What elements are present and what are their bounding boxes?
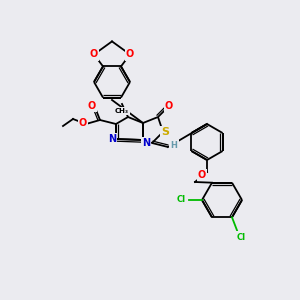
- Text: O: O: [79, 118, 87, 128]
- Text: S: S: [161, 127, 169, 137]
- Text: O: O: [126, 50, 134, 59]
- Text: Cl: Cl: [236, 233, 246, 242]
- Text: CH₃: CH₃: [115, 108, 129, 114]
- Text: Cl: Cl: [176, 196, 186, 205]
- Text: N: N: [108, 134, 116, 144]
- Text: N: N: [142, 138, 150, 148]
- Text: O: O: [90, 50, 98, 59]
- Text: O: O: [198, 170, 206, 180]
- Text: O: O: [88, 101, 96, 111]
- Text: O: O: [165, 101, 173, 111]
- Text: H: H: [171, 140, 177, 149]
